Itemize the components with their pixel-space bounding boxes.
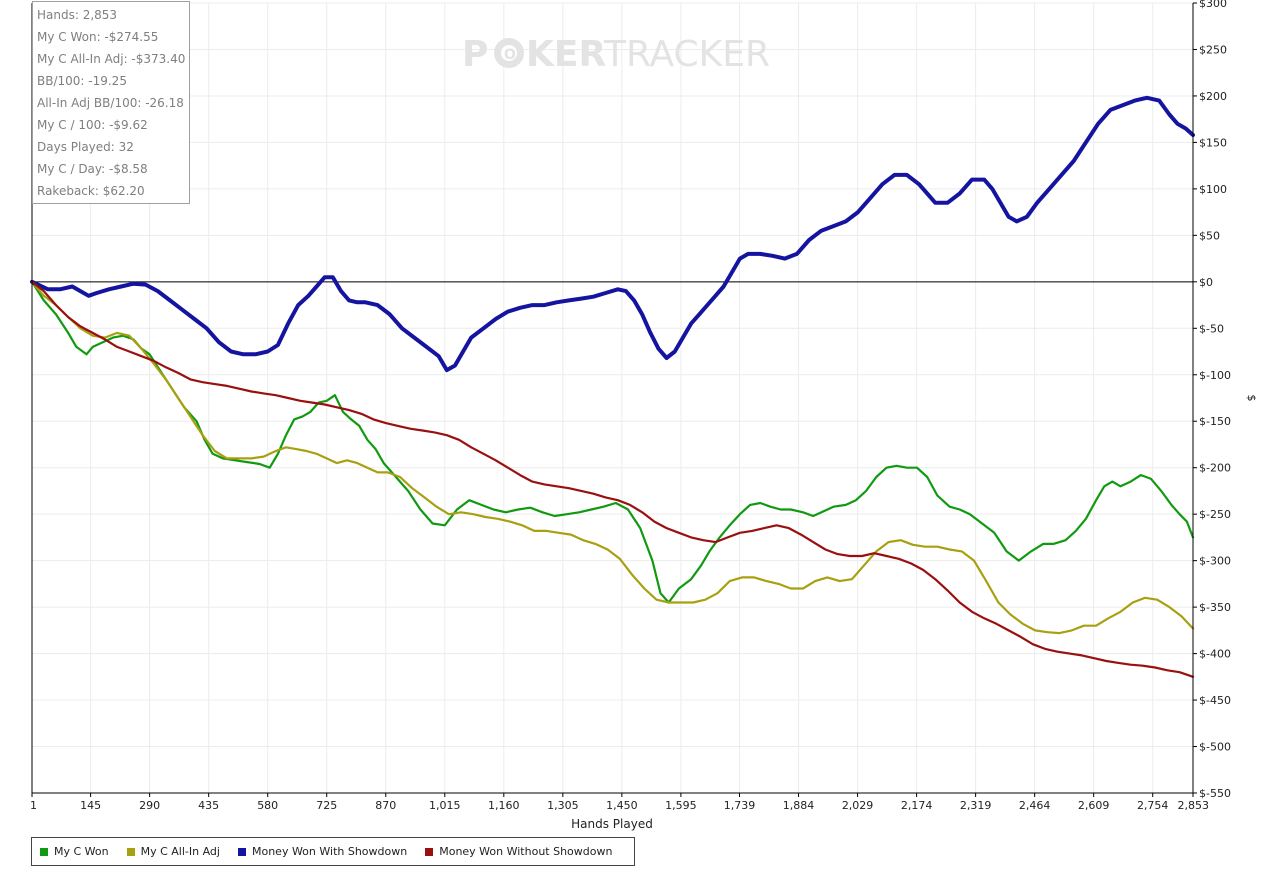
legend-entry-without-showdown[interactable]: Money Won Without Showdown	[425, 845, 612, 858]
x-tick-label: 2,609	[1078, 799, 1110, 812]
x-tick-label: 2,853	[1178, 799, 1210, 812]
y-tick-label: $0	[1199, 276, 1213, 289]
x-tick-label: 2,174	[901, 799, 933, 812]
x-tick-label: 1	[30, 799, 37, 812]
series-line-my-c-won	[30, 280, 1195, 604]
legend-swatch-with-showdown	[237, 847, 246, 856]
y-tick-label: $-200	[1199, 462, 1231, 475]
stat-days-played: Days Played: 32	[37, 140, 134, 154]
x-tick-label: 145	[80, 799, 101, 812]
x-axis-label: Hands Played	[571, 817, 653, 831]
watermark-text-mid: KER	[526, 34, 606, 75]
x-tick-label: 1,305	[547, 799, 579, 812]
legend-entry-all-in-adj[interactable]: My C All-In Adj	[126, 845, 220, 858]
y-tick-label: $-550	[1199, 787, 1231, 800]
stats-summary-box: Hands: 2,853 My C Won: -$274.55 My C All…	[32, 1, 190, 204]
series-line-money-won-without-showdown	[30, 280, 1195, 678]
x-tick-label: 1,595	[665, 799, 697, 812]
x-tick-label: 725	[316, 799, 337, 812]
stat-hands: Hands: 2,853	[37, 8, 118, 22]
watermark-chip-letter: O	[504, 47, 516, 63]
stat-per-100: My C / 100: -$9.62	[37, 118, 148, 132]
y-tick-label: $200	[1199, 90, 1227, 103]
x-tick-label: 1,884	[783, 799, 815, 812]
watermark-text-right: TRACKER	[603, 34, 770, 75]
y-tick-label: $300	[1199, 0, 1227, 10]
x-tick-label: 2,029	[842, 799, 874, 812]
y-tick-label: $-400	[1199, 648, 1231, 661]
x-tick-label: 2,464	[1019, 799, 1051, 812]
y-tick-label: $250	[1199, 43, 1227, 56]
stat-allin-adj: My C All-In Adj: -$373.40	[37, 52, 186, 66]
series-line-my-c-all-in-adj	[30, 280, 1195, 635]
x-tick-label: 435	[198, 799, 219, 812]
y-axis-ticks: $300 $250 $200 $150 $100 $50 $0 $-50 $-100 $-150 $…	[1193, 0, 1231, 800]
x-tick-label: 580	[257, 799, 278, 812]
legend-swatch-all-in-adj	[126, 847, 135, 856]
x-tick-label: 1,450	[606, 799, 638, 812]
y-tick-label: $-300	[1199, 555, 1231, 568]
x-tick-label: 290	[139, 799, 160, 812]
legend-swatch-my-c-won	[40, 847, 48, 856]
stat-rakeback: Rakeback: $62.20	[37, 184, 145, 198]
y-tick-label: $-500	[1199, 741, 1231, 754]
legend-swatch-without-showdown	[425, 847, 434, 856]
x-tick-label: 2,754	[1137, 799, 1169, 812]
x-tick-label: 870	[375, 799, 396, 812]
y-tick-label: $-100	[1199, 369, 1231, 382]
watermark: P O KER TRACKER	[462, 34, 770, 75]
stat-allin-bb100: All-In Adj BB/100: -26.18	[37, 96, 184, 110]
stat-per-day: My C / Day: -$8.58	[37, 162, 148, 176]
plot-background	[32, 3, 1193, 793]
y-tick-label: $150	[1199, 136, 1227, 149]
x-axis-ticks: 1 145 290 435 580 725 870 1,015 1,160 1,305 1,450 1…	[30, 793, 1209, 812]
legend-label-my-c-won: My C Won	[54, 845, 109, 858]
poker-chip-icon-center	[501, 45, 517, 61]
legend-label-with-showdown: Money Won With Showdown	[251, 845, 408, 858]
series-line-money-won-with-showdown	[30, 95, 1195, 373]
y-axis-label: $	[1245, 395, 1258, 402]
x-tick-label: 1,739	[724, 799, 756, 812]
y-tick-label: $-150	[1199, 415, 1231, 428]
y-tick-label: $-50	[1199, 322, 1224, 335]
legend-label-all-in-adj: My C All-In Adj	[140, 845, 220, 858]
stat-won: My C Won: -$274.55	[37, 30, 159, 44]
series-group	[30, 95, 1195, 678]
grid-lines	[31, 2, 1194, 794]
y-tick-label: $-250	[1199, 508, 1231, 521]
chart-legend: My C Won My C All-In Adj Money Won With …	[31, 837, 635, 866]
y-tick-label: $100	[1199, 183, 1227, 196]
y-tick-label: $-450	[1199, 694, 1231, 707]
legend-label-without-showdown: Money Won Without Showdown	[439, 845, 613, 858]
legend-entry-my-c-won[interactable]: My C Won	[40, 845, 109, 858]
x-tick-label: 1,015	[429, 799, 461, 812]
legend-entry-with-showdown[interactable]: Money Won With Showdown	[237, 845, 408, 858]
stat-bb100: BB/100: -19.25	[37, 74, 127, 88]
x-tick-label: 1,160	[488, 799, 520, 812]
watermark-text-left: P	[462, 34, 488, 75]
y-tick-label: $-350	[1199, 601, 1231, 614]
y-tick-label: $50	[1199, 229, 1220, 242]
x-tick-label: 2,319	[960, 799, 992, 812]
